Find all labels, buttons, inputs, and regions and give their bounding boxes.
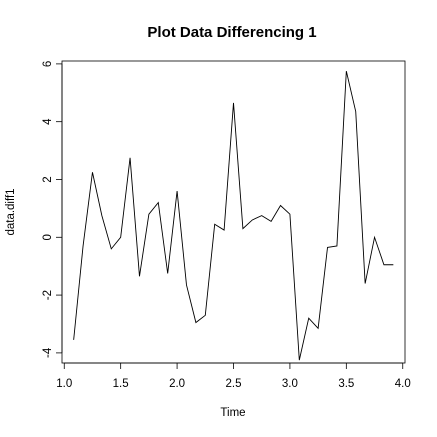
chart-title: Plot Data Differencing 1 xyxy=(147,24,316,41)
x-tick-label: 1.5 xyxy=(113,378,129,390)
y-axis-label: data.diff1 xyxy=(5,188,17,235)
y-tick-label: 2 xyxy=(42,176,54,182)
y-tick-label: 4 xyxy=(42,118,54,125)
x-tick-label: 3.0 xyxy=(282,378,298,390)
y-axis: -4 -2 0 2 4 6 xyxy=(42,61,63,358)
series-line xyxy=(73,71,394,361)
x-axis-label: Time xyxy=(220,407,245,419)
y-tick-label: 0 xyxy=(42,234,54,240)
series-group xyxy=(73,71,394,361)
x-tick-label: 4.0 xyxy=(395,378,411,390)
y-tick-label: 6 xyxy=(42,61,54,67)
y-tick-label: -2 xyxy=(42,290,54,300)
x-axis: 1.0 1.5 2.0 2.5 3.0 3.5 4.0 xyxy=(56,362,411,390)
x-tick-label: 1.0 xyxy=(56,378,72,390)
x-tick-label: 3.5 xyxy=(338,378,354,390)
y-tick-label: -4 xyxy=(42,347,54,358)
x-tick-label: 2.5 xyxy=(226,378,242,390)
x-tick-label: 2.0 xyxy=(169,378,185,390)
